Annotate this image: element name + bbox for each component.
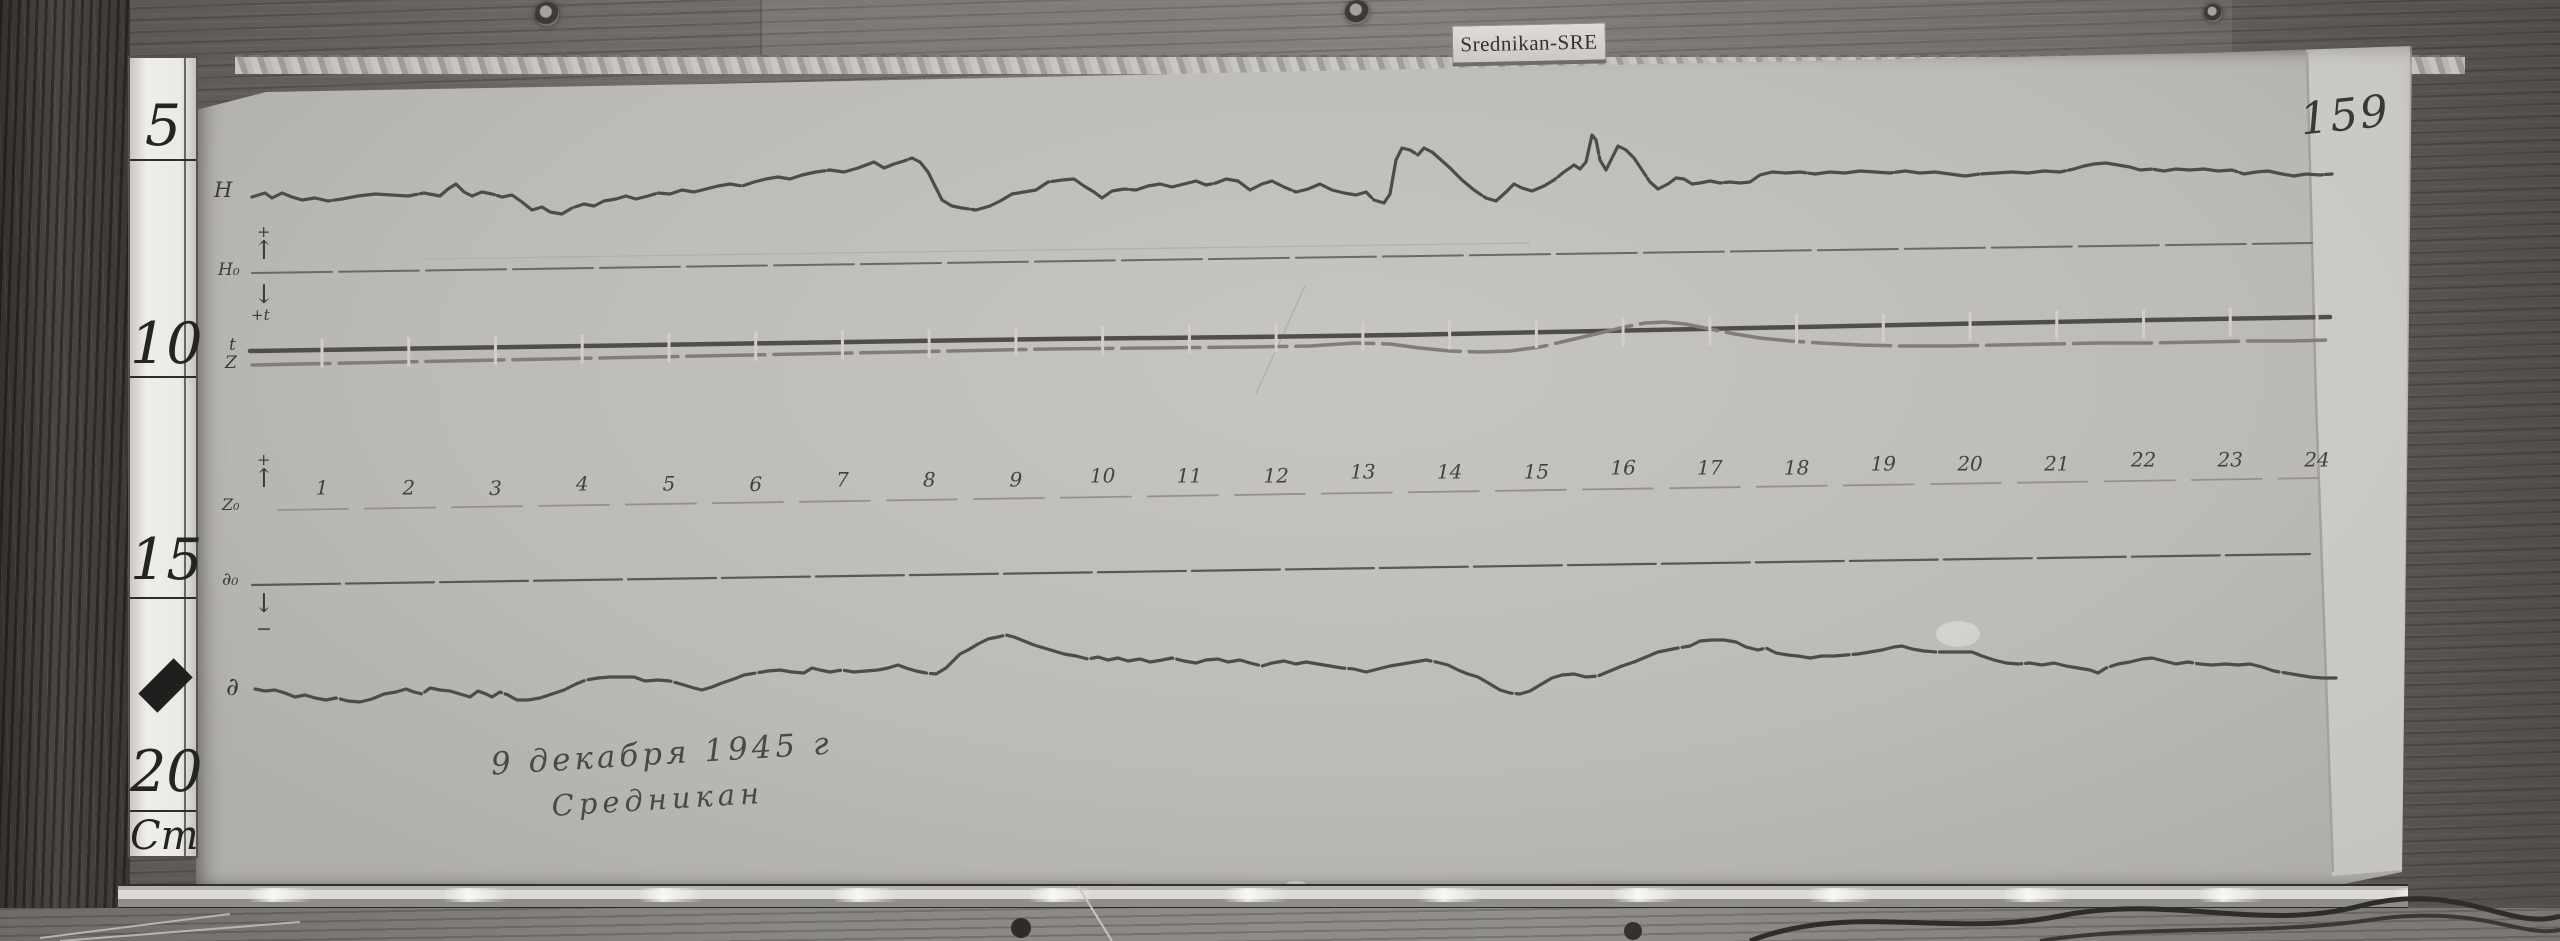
cm-ruler: 5 10 15 20 Cm	[128, 56, 203, 859]
up-arrow-icon: ↑	[253, 464, 275, 494]
wood-table-left	[0, 0, 130, 941]
trace-label-d: ∂	[226, 672, 239, 701]
trace-label-h0: H₀	[218, 260, 240, 280]
minus-sign-d: −	[256, 618, 272, 640]
plus-sign-h: +	[257, 222, 271, 241]
ruler-divider	[130, 597, 196, 599]
trace-label-d0: ∂₀	[222, 569, 239, 590]
station-name-plate: Srednikan-SRE	[1451, 22, 1607, 67]
trace-label-t: t	[229, 335, 236, 355]
ruler-mark-20: 20	[130, 739, 203, 805]
bottom-clamp-bar	[118, 884, 2408, 911]
wood-table-bottom	[0, 908, 2560, 941]
trace-label-z: Z	[225, 353, 237, 373]
screw-icon	[2204, 4, 2222, 22]
station-name-label: Srednikan-SRE	[1460, 29, 1598, 56]
down-arrow-icon: ↓	[253, 280, 275, 310]
trace-label-h: H	[214, 178, 233, 202]
trace-label-z0: Z₀	[222, 495, 240, 514]
ruler-mark-10: 10	[130, 311, 203, 377]
metal-glint	[118, 888, 2408, 902]
screw-icon	[1345, 0, 1369, 24]
up-arrow-icon: ↑	[253, 236, 275, 266]
ruler-divider	[130, 810, 196, 812]
ruler-divider	[130, 376, 196, 378]
plus-t-mark: +t	[251, 306, 270, 324]
paper-stain	[1281, 881, 1311, 886]
screw-icon	[535, 2, 559, 26]
ruler-mark-15: 15	[130, 527, 203, 593]
ruler-divider	[130, 159, 196, 161]
down-arrow-icon: ↓	[253, 589, 275, 619]
ruler-inner-line	[184, 58, 186, 856]
ruler-mark-5: 5	[144, 93, 182, 159]
sheet-number: 159	[2297, 85, 2393, 146]
ruler-unit-cm: Cm	[130, 813, 199, 859]
plus-sign-z: +	[257, 450, 271, 469]
paper-stain	[1936, 621, 1980, 647]
